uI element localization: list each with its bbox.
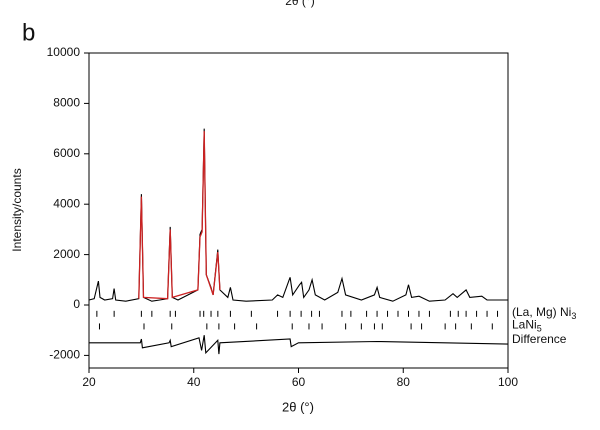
data-line xyxy=(88,128,508,302)
y-tick-label: 2000 xyxy=(53,247,80,261)
y-tick-label: 8000 xyxy=(53,96,80,110)
y-tick-label: 4000 xyxy=(53,196,80,210)
y-tick-label: 6000 xyxy=(53,146,80,160)
phase-label: (La, Mg) Ni3 xyxy=(512,305,576,321)
x-tick-label: 40 xyxy=(187,375,201,389)
y-tick-label: 10000 xyxy=(47,45,81,59)
y-tick-label: 0 xyxy=(73,297,80,311)
panel-label: b xyxy=(22,19,35,46)
phase-name: (La, Mg) Ni xyxy=(512,305,571,319)
plot-frame xyxy=(88,52,509,369)
data-line xyxy=(89,335,509,355)
x-tick-label: 100 xyxy=(498,375,518,389)
x-tick-label: 80 xyxy=(397,375,411,389)
difference-label: Difference xyxy=(512,332,567,346)
phase-name: LaNi xyxy=(512,318,537,332)
phase-subscript: 3 xyxy=(571,311,576,321)
y-axis-label: Intensity/counts xyxy=(10,168,24,251)
data-line xyxy=(138,131,221,300)
y-tick-label: -2000 xyxy=(49,348,80,362)
phase-subscript: 5 xyxy=(537,324,542,334)
phase-label: LaNi5 xyxy=(512,318,542,334)
top-text: 2θ (°) xyxy=(285,0,314,8)
x-tick-label: 60 xyxy=(292,375,306,389)
x-axis-label: 2θ (°) xyxy=(282,399,314,414)
x-tick-label: 20 xyxy=(82,375,96,389)
